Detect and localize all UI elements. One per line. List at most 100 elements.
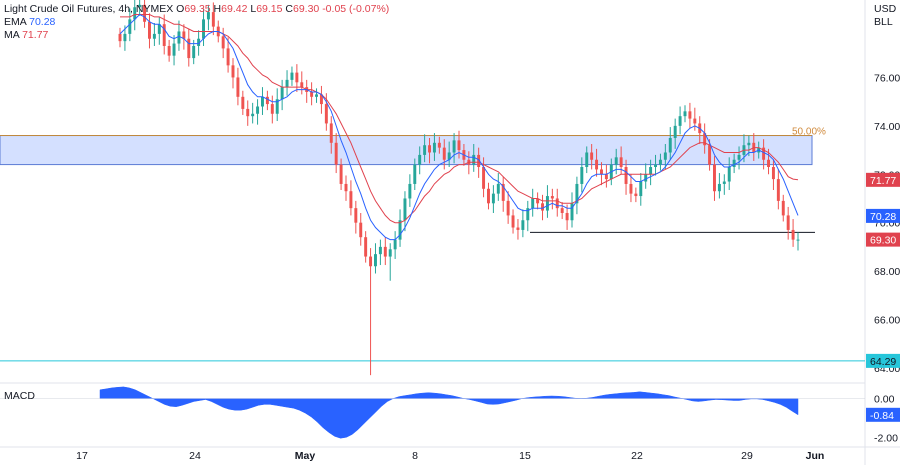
candle-body bbox=[477, 154, 481, 168]
candle-body bbox=[359, 222, 363, 238]
macd-tick-label: -2.00 bbox=[874, 432, 898, 444]
price-badge bbox=[866, 353, 900, 368]
candle-body bbox=[118, 33, 122, 42]
levels bbox=[0, 231, 865, 362]
candle-body bbox=[423, 145, 427, 155]
macd-pane bbox=[0, 386, 865, 439]
candle-body bbox=[187, 38, 191, 59]
candle-body bbox=[300, 82, 304, 88]
low-label: L bbox=[250, 3, 257, 15]
candle-body bbox=[152, 33, 156, 39]
price-badge bbox=[866, 172, 900, 187]
candle-body bbox=[177, 31, 181, 44]
macd-badge-label: -0.84 bbox=[870, 410, 894, 422]
candle-body bbox=[251, 113, 255, 117]
ema-row[interactable]: EMA 70.28 bbox=[4, 16, 389, 29]
candle-body bbox=[261, 96, 264, 107]
candle-body bbox=[369, 256, 373, 267]
candle-body bbox=[457, 140, 461, 151]
symbol-row: Light Crude Oil Futures, 4h, NYMEX O69.3… bbox=[4, 3, 389, 16]
candle-body bbox=[604, 174, 608, 180]
candle-body bbox=[614, 157, 618, 165]
close-value: 69.30 bbox=[292, 3, 320, 15]
ma-name: MA bbox=[4, 29, 20, 41]
ema-value: 70.28 bbox=[29, 16, 56, 28]
candle-body bbox=[349, 191, 353, 209]
price-badge bbox=[866, 208, 900, 223]
time-axis: 17 24 May 8 15 22 29 Jun bbox=[76, 450, 824, 462]
ema-name: EMA bbox=[4, 16, 27, 28]
candle-body bbox=[688, 111, 692, 119]
ema-line bbox=[119, 13, 799, 241]
indicator-lines bbox=[119, 13, 799, 241]
candle-body bbox=[511, 215, 515, 228]
candle-body bbox=[246, 108, 250, 117]
candle-body bbox=[211, 12, 215, 27]
x-tick-label: Jun bbox=[806, 450, 825, 462]
candle-body bbox=[202, 19, 205, 39]
candle-body bbox=[275, 99, 279, 114]
candle-body bbox=[123, 33, 127, 42]
candle-body bbox=[555, 198, 559, 209]
candle-body bbox=[403, 198, 407, 221]
candle-body bbox=[236, 77, 240, 97]
candle-body bbox=[521, 220, 525, 230]
y-tick-label: 74.00 bbox=[874, 121, 900, 133]
candle-body bbox=[580, 167, 584, 184]
price-axis: USDBLL76.0074.0072.0070.0068.0066.0064.0… bbox=[874, 3, 900, 444]
candle-body bbox=[693, 118, 697, 124]
symbol-name: Light Crude Oil Futures, 4h, NYMEX bbox=[4, 3, 174, 15]
candle-body bbox=[354, 208, 358, 223]
candle-body bbox=[452, 140, 456, 153]
candle-body bbox=[344, 183, 348, 192]
y-tick-label: 68.00 bbox=[874, 266, 900, 278]
x-tick-label: 29 bbox=[741, 450, 753, 462]
candle-body bbox=[624, 167, 628, 184]
candle-body bbox=[315, 94, 318, 97]
candle-body bbox=[221, 36, 225, 49]
candle-body bbox=[256, 106, 260, 114]
candle-body bbox=[708, 145, 712, 165]
low-value: 69.15 bbox=[256, 3, 283, 15]
candle-body bbox=[771, 167, 775, 180]
price-badge-label: 64.29 bbox=[870, 356, 896, 368]
price-badge-label: 70.28 bbox=[870, 211, 896, 223]
macd-tick-label: 0.00 bbox=[874, 394, 895, 406]
high-value: 69.42 bbox=[221, 3, 248, 15]
candle-body bbox=[683, 111, 687, 117]
candle-body bbox=[167, 45, 171, 56]
candle-body bbox=[295, 72, 299, 83]
candles bbox=[118, 0, 800, 376]
candle-body bbox=[182, 31, 186, 39]
candle-body bbox=[398, 220, 402, 240]
candle-body bbox=[678, 116, 682, 126]
macd-label: MACD bbox=[4, 390, 35, 402]
x-tick-label: 17 bbox=[76, 450, 88, 462]
candle-body bbox=[703, 133, 707, 146]
ma-value: 71.77 bbox=[22, 29, 49, 41]
candle-body bbox=[791, 229, 795, 240]
candle-body bbox=[192, 45, 196, 59]
candle-body bbox=[482, 167, 486, 189]
candle-body bbox=[442, 147, 446, 160]
candle-body bbox=[437, 142, 441, 148]
candle-body bbox=[639, 181, 643, 197]
candle-body bbox=[786, 215, 790, 230]
candle-body bbox=[378, 246, 382, 255]
zone-label: 50.00% bbox=[792, 127, 826, 138]
ma-row[interactable]: MA 71.77 bbox=[4, 29, 389, 42]
candle-body bbox=[143, 4, 147, 22]
price-badges: -0.84 71.77 70.28 69.30 64.29 bbox=[866, 172, 900, 422]
candle-body bbox=[428, 145, 431, 153]
resistance-zone: 50.00% bbox=[0, 127, 826, 166]
candle-body bbox=[265, 96, 269, 105]
candle-body bbox=[231, 65, 235, 78]
macd-area bbox=[99, 386, 799, 439]
candle-body bbox=[796, 239, 800, 241]
macd-badge bbox=[866, 407, 900, 422]
candle-body bbox=[506, 200, 510, 216]
unit-label: BLL bbox=[874, 16, 893, 28]
candle-body bbox=[408, 183, 412, 199]
candle-body bbox=[668, 137, 672, 153]
